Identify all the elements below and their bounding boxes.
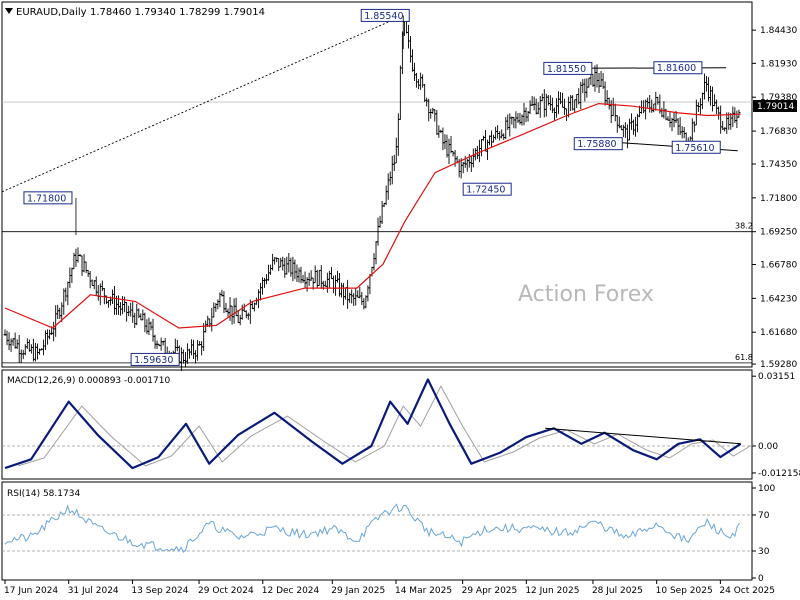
moving-average: [4, 102, 741, 329]
rsi-pane: [1, 481, 753, 581]
price-label-text: 1.71800: [27, 193, 66, 204]
price-label-text: 1.75880: [577, 139, 616, 150]
price-tick-label: 1.76830: [760, 127, 797, 137]
rsi-tick-label: 0: [758, 574, 764, 584]
last-price-box: [753, 100, 797, 112]
rsi-label: RSI(14) 58.1734: [7, 489, 80, 499]
price-tick-label: 1.69250: [760, 228, 797, 238]
date-tick-label: 31 Jul 2024: [68, 586, 119, 596]
macd-label: MACD(12,26,9) 0.000893 -0.001710: [7, 376, 170, 386]
date-tick-label: 24 Oct 2025: [719, 586, 775, 596]
price-label-box: [130, 352, 180, 366]
price-label-text: 1.72450: [466, 185, 505, 196]
macd-signal-line: [17, 385, 754, 467]
symbol-label: EURAUD,Daily: [16, 7, 87, 18]
price-label-box: [23, 191, 73, 205]
price-tick-label: 1.81930: [760, 59, 797, 69]
trendline-dotted: [1, 15, 404, 193]
price-label-box: [360, 8, 410, 22]
rsi-tick-label: 70: [758, 511, 770, 521]
date-tick-label: 14 Mar 2025: [395, 586, 452, 596]
price-tick-label: 1.71800: [760, 194, 797, 204]
watermark: Action Forex: [518, 282, 654, 307]
date-axis: 17 Jun 2024 31 Jul 2024 13 Sep 2024 29 Oct …: [4, 580, 775, 596]
macd-line: [4, 378, 742, 470]
price-label-text: 1.81600: [657, 63, 696, 74]
price-label-box: [543, 61, 593, 75]
rsi-tick-label: 30: [758, 547, 770, 557]
date-tick-label: 28 Jul 2025: [592, 586, 643, 596]
macd-tick-label: -0.012158: [758, 469, 800, 479]
date-tick-label: 13 Sep 2024: [131, 586, 188, 596]
date-tick-label: 12 Dec 2024: [262, 586, 320, 596]
macd-tick-label: 0.00: [758, 442, 778, 452]
price-annotations: 1.85540 1.81550 1.81600 1.71800 1.72450 1.758…: [23, 8, 721, 366]
price-label-box: [573, 137, 623, 151]
ma-line: [4, 102, 741, 329]
price-label-text: 1.81550: [547, 64, 586, 75]
date-tick-label: 29 Jan 2025: [331, 586, 385, 596]
rsi-series: [4, 503, 740, 553]
rsi-tick-label: 100: [758, 484, 775, 494]
price-label-box: [671, 140, 721, 154]
price-tick-label: 1.66780: [760, 260, 797, 270]
price-label-box: [653, 61, 703, 75]
date-tick-label: 12 Jun 2025: [525, 586, 579, 596]
dropdown-arrow-icon[interactable]: [5, 8, 13, 14]
rsi-axis: 100 70 30 0: [2, 484, 775, 584]
fib-label: 61.8: [735, 353, 753, 362]
fib-label: 38.2: [735, 222, 753, 231]
price-series: [3, 19, 741, 372]
macd-series: [4, 378, 754, 470]
date-tick-label: 10 Sep 2025: [656, 586, 713, 596]
price-tick-label: 1.59280: [760, 360, 797, 370]
price-tick-label: 1.84430: [760, 26, 797, 36]
macd-trendline: [545, 427, 741, 445]
price-label-box: [462, 182, 512, 196]
fib-lines: 38.2 61.8: [2, 101, 753, 364]
macd-pane: [1, 369, 753, 480]
price-tick-label: 1.74350: [760, 160, 797, 170]
date-tick-label: 29 Apr 2025: [462, 586, 518, 596]
date-tick-label: 29 Oct 2024: [198, 586, 254, 596]
price-label-text: 1.85540: [364, 11, 403, 22]
ohlc-values: 1.78460 1.79340 1.78299 1.79014: [90, 7, 265, 18]
price-axis: 1.84430 1.81930 1.79380 1.76830 1.74350 1.718…: [752, 26, 797, 370]
price-tick-label: 1.61680: [760, 328, 797, 338]
price-label-text: 1.59630: [134, 355, 173, 366]
price-label-text: 1.75610: [675, 143, 714, 154]
last-price-label: 1.79014: [757, 102, 794, 112]
price-tick-label: 1.79380: [760, 93, 797, 103]
macd-tick-label: 0.03151: [758, 372, 795, 382]
date-tick-label: 17 Jun 2024: [4, 586, 58, 596]
rsi-line: [4, 503, 740, 553]
price-tick-label: 1.64230: [760, 294, 797, 304]
